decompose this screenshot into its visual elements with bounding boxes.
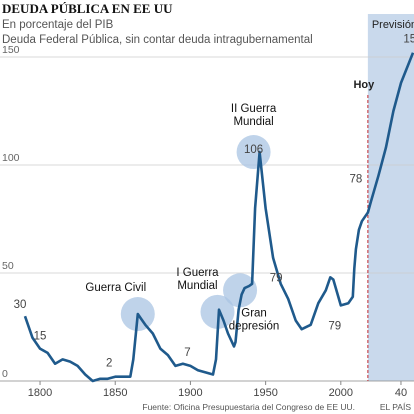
annotation: Guerra Civil (85, 282, 146, 294)
highlight-circle (223, 273, 258, 308)
chart-subtitle: En porcentaje del PIB (2, 19, 114, 31)
annotation: 7 (184, 347, 190, 359)
annotation: 79 (328, 321, 341, 333)
x-tick-label: 1900 (178, 387, 202, 399)
y-tick-label: 50 (2, 260, 14, 272)
forecast-label: Previsión (372, 19, 414, 31)
credit: EL PAÍS (380, 402, 412, 412)
annotation: I Guerra (176, 267, 219, 279)
annotation: II Guerra (231, 103, 277, 115)
annotation: 79 (270, 272, 283, 284)
chart-title: DEUDA PÚBLICA EN EE UU (2, 1, 173, 16)
x-tick-label: 40 (395, 387, 407, 399)
annotation: depresión (229, 320, 280, 332)
y-tick-label: 0 (2, 368, 8, 380)
y-tick-label: 150 (2, 44, 20, 56)
annotation: 152 (403, 34, 414, 46)
source: Fuente: Oficina Presupuestaria del Congr… (142, 402, 355, 412)
annotation: 30 (14, 299, 27, 311)
highlight-circle (200, 294, 235, 329)
y-tick-label: 100 (2, 152, 20, 164)
x-tick-label: 1800 (28, 387, 52, 399)
annotation: 15 (34, 331, 47, 343)
annotation: Mundial (233, 116, 273, 128)
x-tick-label: 1950 (253, 387, 277, 399)
highlight-circle (236, 135, 271, 170)
annotation: Gran (241, 307, 267, 319)
annotation: Mundial (177, 280, 217, 292)
annotation: 78 (349, 174, 362, 186)
today-label: Hoy (353, 79, 375, 91)
annotation: 2 (106, 358, 112, 370)
annotation: 106 (244, 144, 263, 156)
x-tick-label: 1850 (103, 387, 127, 399)
chart-subtitle: Deuda Federal Pública, sin contar deuda … (2, 34, 313, 46)
forecast-band (367, 14, 414, 381)
x-tick-label: 2000 (329, 387, 353, 399)
data-line (23, 52, 414, 383)
